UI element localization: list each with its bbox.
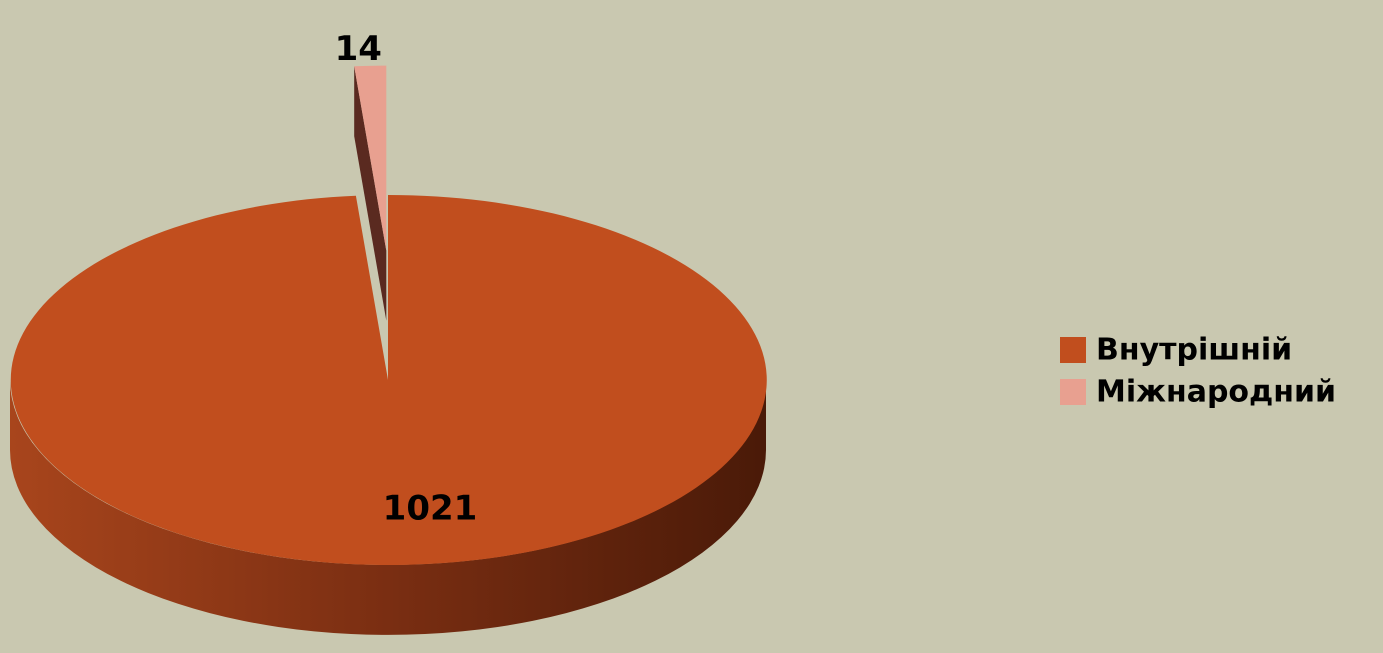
data-label: 1021 [383,489,478,529]
pie-side [354,66,387,321]
pie-slice [10,194,767,565]
legend-label: Внутрішній [1096,333,1292,368]
legend-label: Міжнародний [1096,375,1336,410]
data-label: 14 [335,29,382,69]
pie-slice [354,65,387,251]
pie-wall [10,380,766,635]
legend-swatch [1060,379,1086,405]
legend-swatch [1060,337,1086,363]
